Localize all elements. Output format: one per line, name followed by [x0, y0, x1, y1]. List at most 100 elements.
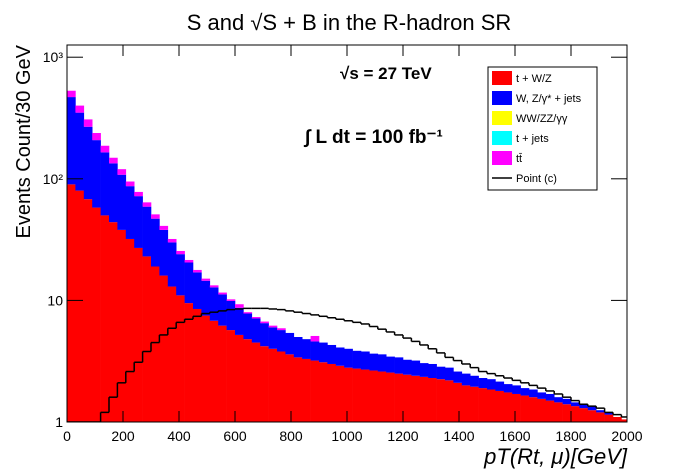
bar-segment	[201, 315, 211, 422]
bar-segment	[92, 133, 101, 141]
bar-segment	[327, 363, 337, 422]
bar-segment	[109, 222, 118, 422]
bar-segment	[302, 339, 311, 359]
y-tick-label: 10³	[43, 49, 64, 65]
bar-segment	[218, 325, 227, 422]
bar-segment	[226, 299, 236, 301]
legend-label: WW/ZZ/γγ	[516, 113, 568, 125]
bar-segment	[151, 218, 160, 267]
bar-segment	[125, 181, 135, 187]
bar-segment	[268, 327, 278, 349]
bar-segment	[260, 346, 269, 422]
bar-segment	[436, 379, 446, 422]
bar-segment	[167, 238, 177, 243]
bar-segment	[251, 317, 261, 319]
bar-segment	[520, 388, 530, 396]
bar-segment	[319, 342, 328, 363]
bar-segment	[445, 380, 454, 422]
bar-segment	[167, 242, 177, 287]
bar-segment	[386, 372, 395, 422]
bar-segment	[310, 335, 320, 342]
bar-segment	[613, 416, 622, 422]
axes: 0 200 400 600 800 1000 1200 1400 1600 1800 2000 1 10…	[43, 44, 643, 444]
bar-segment	[83, 119, 93, 127]
bar-segment	[512, 393, 521, 422]
bar-segment	[100, 145, 110, 153]
bar-segment	[403, 359, 412, 375]
bar-segment	[193, 272, 202, 309]
bar-segment	[92, 207, 101, 422]
bar-segment	[394, 357, 404, 374]
bar-segment	[92, 140, 101, 208]
bar-segment	[117, 174, 127, 230]
bar-segment	[461, 385, 471, 422]
bar-segment	[151, 266, 160, 422]
bar-segment	[125, 186, 135, 239]
chart-title: S and √S + B in the R-hadron SR	[187, 10, 512, 35]
x-tick-label: 1600	[499, 428, 530, 444]
bar-segment	[218, 294, 227, 326]
bar-segment	[428, 363, 437, 379]
annotation: √s = 27 TeV	[340, 64, 432, 83]
bar-segment	[142, 256, 152, 422]
bar-segment	[579, 408, 589, 422]
bar-segment	[243, 313, 253, 340]
bar-segment	[520, 395, 530, 422]
bar-segment	[621, 419, 627, 422]
bar-segment	[75, 112, 85, 191]
bar-segment	[142, 206, 152, 257]
bar-segment	[361, 369, 370, 422]
bar-segment	[83, 199, 93, 422]
legend-box	[487, 66, 598, 191]
bar-segment	[604, 414, 614, 422]
x-tick-label: 2000	[611, 428, 642, 444]
x-tick-label: 800	[279, 428, 303, 444]
bar-segment	[100, 152, 110, 216]
bar-segment	[201, 278, 211, 281]
bar-segment	[260, 321, 269, 324]
bar-segment	[327, 344, 337, 364]
bar-segment	[277, 330, 286, 352]
annotation: ∫ L dt = 100 fb⁻¹	[303, 127, 443, 148]
legend-swatch	[492, 71, 512, 85]
bar-segment	[235, 307, 244, 335]
bar-segment	[461, 373, 471, 386]
legend: t + W/Z W, Z/γ* + jets WW/ZZ/γγ t + jets tt̄…	[487, 66, 598, 191]
bar-segment	[67, 90, 76, 98]
legend-label: t + W/Z	[516, 73, 552, 85]
bar-segment	[562, 404, 572, 422]
bar-segment	[226, 300, 236, 331]
bar-segment	[403, 374, 412, 422]
x-axis-title: pT(Rt, μ)[GeV]	[483, 444, 628, 469]
bar-segment	[419, 376, 429, 422]
bar-segment	[377, 371, 387, 422]
bar-segment	[75, 105, 85, 113]
bar-segment	[193, 308, 202, 422]
x-tick-label: 600	[223, 428, 247, 444]
bar-segment	[470, 386, 479, 422]
bar-segment	[335, 347, 345, 366]
bar-segment	[285, 332, 295, 355]
bar-segment	[344, 367, 353, 422]
bar-segment	[487, 389, 496, 422]
bar-segment	[134, 247, 143, 422]
bar-segment	[562, 398, 572, 405]
bar-segment	[604, 412, 614, 415]
bar-segment	[277, 328, 286, 331]
bar-segment	[159, 229, 169, 276]
bar-segment	[193, 269, 202, 273]
plot-area	[67, 90, 627, 422]
legend-label: t + jets	[516, 133, 549, 145]
bar-segment	[251, 318, 261, 343]
bar-segment	[167, 286, 177, 422]
bar-segment	[596, 412, 605, 422]
bar-segment	[218, 292, 227, 295]
bar-segment	[277, 351, 286, 422]
bar-segment	[512, 385, 521, 394]
bar-segment	[176, 250, 185, 255]
bar-segment	[571, 406, 580, 422]
bar-segment	[579, 404, 589, 409]
bar-segment	[285, 354, 295, 422]
legend-swatch	[492, 91, 512, 105]
